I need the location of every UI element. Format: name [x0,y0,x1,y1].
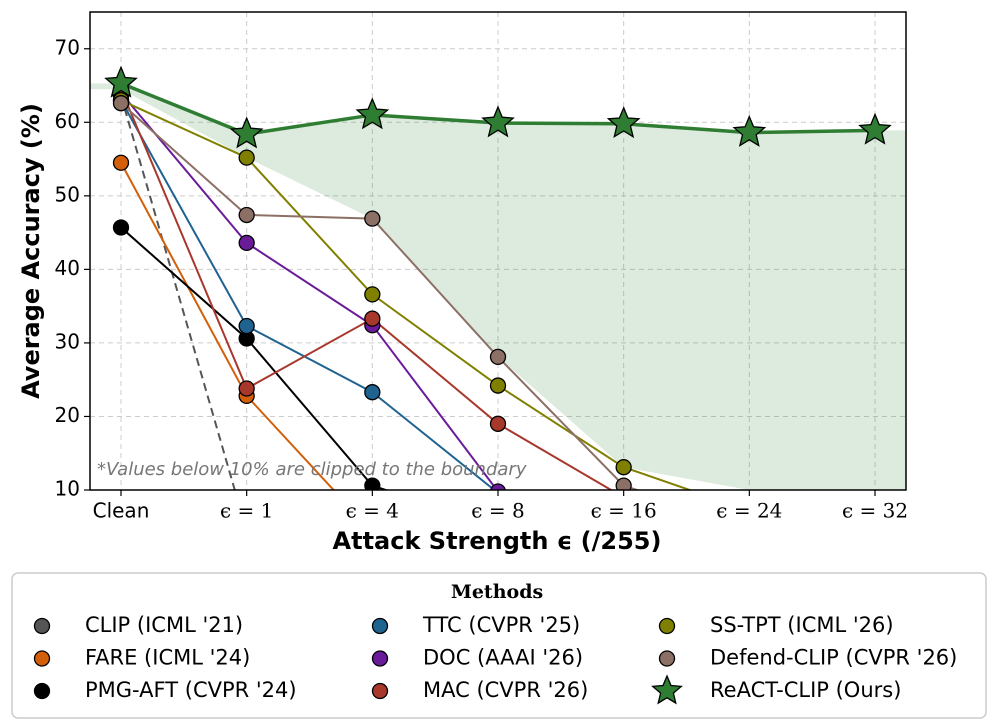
legend-label: MAC (CVPR '26) [423,678,588,702]
legend-marker [658,650,676,667]
marker [112,154,130,171]
marker [238,206,255,224]
legend-title: Methods [451,581,543,603]
marker [238,234,255,252]
marker [364,477,381,490]
marker [364,384,381,401]
legend-marker [371,682,389,700]
marker [868,534,883,549]
marker [868,549,883,564]
legend-label: Defend-CLIP (CVPR '26) [710,646,957,670]
y-tick-label: 30 [55,329,80,353]
marker [868,554,883,569]
marker [238,149,255,166]
y-tick-label: 50 [55,182,80,206]
marker [238,380,255,397]
star-marker [104,65,138,98]
legend-label: SS-TPT (ICML '26) [710,613,894,637]
star-marker [481,105,515,138]
legend-label: TTC (CVPR '25) [422,613,580,637]
marker [615,459,632,476]
marker [238,317,255,335]
annotation: *Values below 10% are clipped to the bou… [97,459,527,480]
marker [489,348,507,366]
legend-marker [371,650,389,667]
legend-label: CLIP (ICML '21) [85,613,243,637]
legend-label: PMG-AFT (CVPR '24) [85,678,297,702]
star-marker [355,97,390,130]
legend-marker [33,682,51,700]
marker [112,95,130,112]
x-tick-label: ϵ = 24 [716,499,782,523]
marker [868,549,883,564]
legend-marker [371,617,389,635]
x-axis-label: Attack Strength ϵ (/255) [333,527,662,555]
x-tick-label: Clean [93,499,150,523]
legend-label: DOC (AAAI '26) [423,646,583,670]
marker [239,524,254,539]
marker [112,219,130,236]
star-marker [606,106,641,139]
x-tick-label: ϵ = 8 [471,499,524,523]
y-axis-label: Average Accuracy (%) [17,103,45,399]
marker [489,377,507,394]
marker [742,541,757,556]
marker [616,554,631,569]
marker [868,555,883,570]
x-tick-label: ϵ = 1 [220,499,273,523]
marker [364,310,381,327]
marker [742,541,757,556]
star-marker [732,114,767,147]
star-marker [229,116,264,149]
y-tick-label: 20 [55,403,80,427]
legend-marker [651,674,683,705]
marker [742,549,757,564]
marker [868,552,883,567]
x-tick-label: ϵ = 4 [346,499,399,523]
marker [742,552,757,567]
legend-label: FARE (ICML '24) [85,646,250,670]
marker [489,483,507,490]
legend-box [11,572,987,719]
legend-marker [658,617,676,635]
legend-marker [33,617,51,635]
y-tick-label: 40 [55,256,80,280]
marker [868,527,883,542]
marker [364,210,381,227]
y-tick-label: 60 [55,109,80,133]
marker [615,477,632,490]
y-tick-label: 70 [55,35,80,59]
marker [364,286,381,303]
y-tick-label: 10 [55,477,80,501]
advantage-area [90,83,906,490]
marker [742,527,757,542]
legend-marker [33,650,51,667]
marker [868,541,883,556]
marker [489,415,507,432]
legend-label: ReACT-CLIP (Ours) [710,678,901,702]
marker [742,555,757,570]
x-tick-label: ϵ = 16 [591,499,657,523]
star-marker [858,112,892,145]
x-tick-label: ϵ = 32 [842,499,908,523]
